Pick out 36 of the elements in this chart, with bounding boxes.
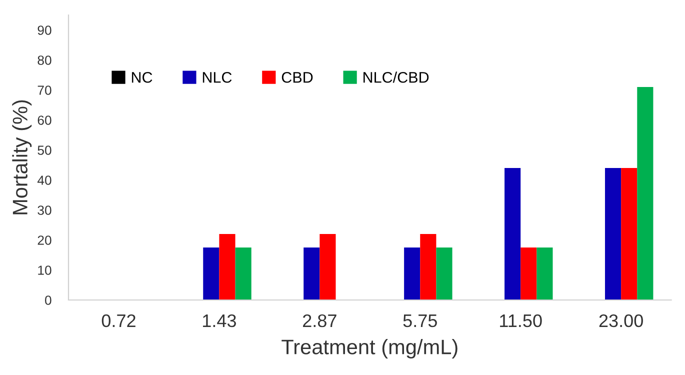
bar [235, 248, 252, 300]
y-tick-label: 10 [38, 266, 52, 275]
bar [219, 234, 236, 300]
legend-label: CBD [282, 72, 313, 83]
y-tick-label: 40 [37, 176, 52, 185]
bar [504, 168, 521, 300]
y-tick-label: 30 [38, 206, 52, 215]
y-tick-label: 60 [38, 116, 52, 125]
bar [404, 248, 420, 300]
bar [203, 248, 220, 300]
y-tick-label: 50 [38, 146, 52, 155]
y-tick-label: 0 [45, 296, 52, 305]
legend-label: NLC [202, 72, 232, 83]
legend-label: NLC/CBD [364, 72, 429, 83]
x-tick-label: 11.50 [500, 314, 542, 328]
bar [621, 168, 638, 300]
bar [436, 248, 452, 300]
x-axis-title: Treatment (mg/mL) [282, 339, 458, 358]
bar [637, 87, 654, 300]
x-tick-label: 0.72 [102, 314, 136, 328]
bar [320, 234, 336, 300]
bar [520, 248, 537, 300]
y-tick-label: 90 [38, 26, 52, 35]
x-tick-label: 2.87 [303, 314, 336, 328]
x-tick-label: 23.00 [599, 314, 643, 328]
bar [604, 168, 622, 300]
y-tick-label: 80 [38, 56, 52, 65]
x-tick-label: 1.43 [203, 314, 236, 328]
y-tick-label: 70 [38, 86, 52, 95]
x-tick-label: 5.75 [403, 314, 437, 328]
bar [304, 248, 320, 300]
legend-label: NC [132, 72, 152, 83]
y-tick-label: 20 [38, 236, 52, 245]
y-axis-title: Mortality (%) [12, 100, 32, 214]
bar [420, 234, 436, 300]
bar [536, 248, 553, 300]
